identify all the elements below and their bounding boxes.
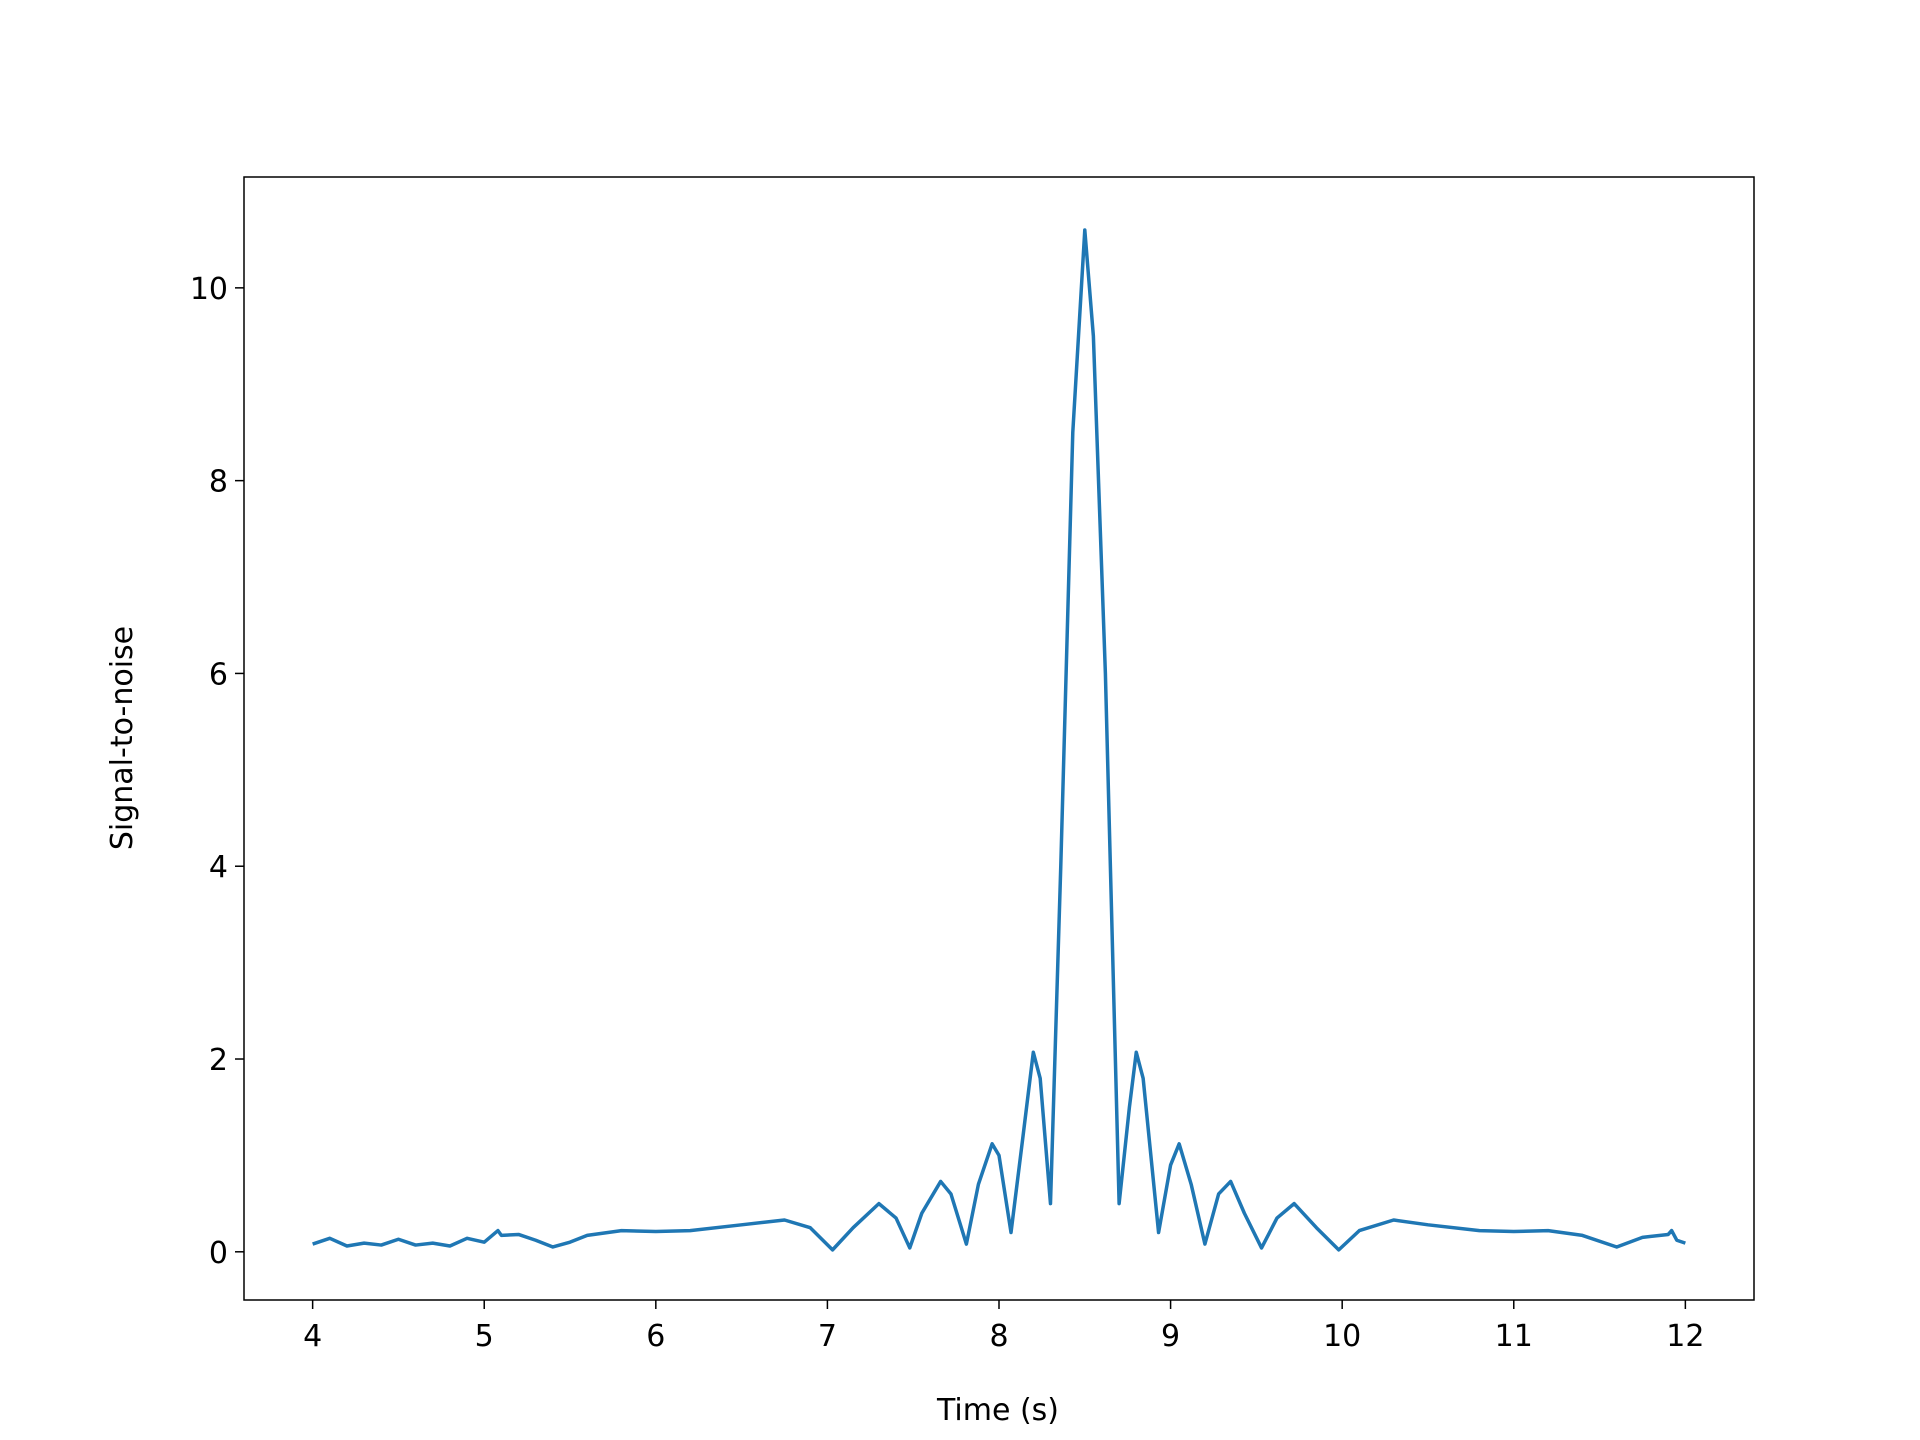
x-tick-label: 10 [1323, 1319, 1361, 1354]
y-tick-label: 6 [209, 657, 228, 692]
x-tick-label: 9 [1161, 1319, 1180, 1354]
line-series [312, 228, 1686, 1252]
x-tick-label: 5 [475, 1319, 494, 1354]
y-axis-label: Signal-to-noise [105, 626, 140, 850]
x-axis-label: Time (s) [936, 1393, 1059, 1428]
y-tick-label: 0 [209, 1236, 228, 1271]
x-tick-label: 7 [818, 1319, 837, 1354]
y-tick-label: 8 [209, 465, 228, 500]
x-tick-label: 11 [1495, 1319, 1533, 1354]
y-tick-label: 10 [190, 272, 228, 307]
x-tick-label: 8 [989, 1319, 1008, 1354]
axes-frame [243, 176, 1755, 1301]
y-tick-label: 2 [209, 1043, 228, 1078]
x-tick-label: 4 [303, 1319, 322, 1354]
y-tick-label: 4 [209, 850, 228, 885]
x-tick-label: 6 [646, 1319, 665, 1354]
x-tick-label: 12 [1666, 1319, 1704, 1354]
